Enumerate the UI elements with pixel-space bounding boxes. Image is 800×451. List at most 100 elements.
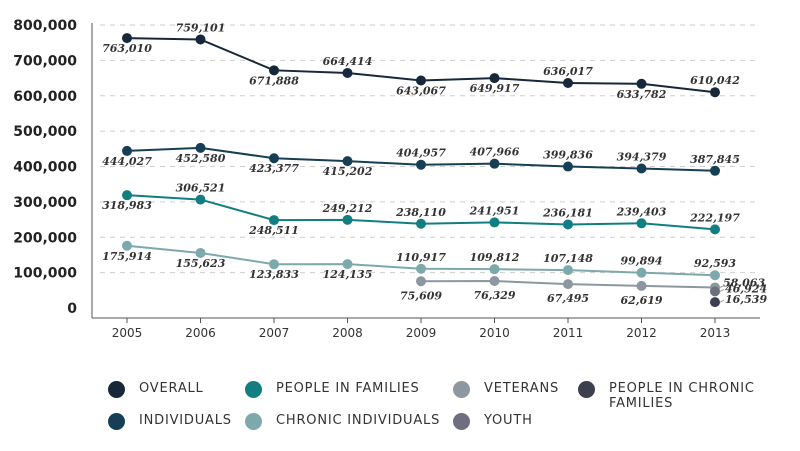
x-tick-label: 2007 [259,326,290,340]
data-label-overall: 759,101 [176,21,226,34]
y-tick-label: 100,000 [13,266,77,282]
data-point-people-in-families [636,218,647,229]
data-point-chronic-individuals [122,240,132,251]
label-leader [719,288,725,292]
data-label-people-in-families: 239,403 [616,205,667,218]
data-label-people-in-families: 238,110 [395,206,446,219]
data-point-veterans [636,280,647,291]
data-label-individuals: 387,845 [690,153,740,166]
data-label-overall: 664,414 [323,55,373,68]
data-label-chronic-individuals: 155,623 [176,257,226,270]
data-label-overall: 671,888 [249,74,299,87]
x-tick-label: 2006 [185,326,216,340]
data-label-veterans: 62,619 [620,294,662,307]
data-label-people-in-families: 249,212 [322,202,373,215]
data-point-people-in-chronic-families [710,297,720,308]
data-label-youth: 46,924 [725,282,767,295]
data-point-people-in-families [416,218,426,229]
data-point-chronic-individuals [269,259,279,270]
data-point-veterans [489,275,500,286]
data-point-individuals [342,156,353,167]
data-label-chronic-individuals: 110,917 [396,251,446,264]
data-point-chronic-individuals [710,270,720,281]
data-label-individuals: 415,202 [323,165,373,178]
y-tick-label: 400,000 [13,160,77,176]
data-label-chronic-individuals: 124,135 [323,268,373,281]
data-point-individuals [636,163,647,174]
x-tick-label: 2010 [479,326,510,340]
data-point-people-in-families [710,224,720,235]
data-point-overall [636,78,647,89]
data-point-chronic-individuals [416,263,426,274]
data-label-veterans: 58,063 [723,276,765,289]
data-label-veterans: 76,329 [473,289,515,302]
data-label-individuals: 452,580 [176,152,226,165]
data-label-chronic-individuals: 99,894 [620,255,662,268]
y-tick-label: 200,000 [13,230,77,246]
y-tick-label: 700,000 [13,53,77,69]
data-label-people-in-families: 241,951 [469,204,520,217]
x-tick-label: 2012 [626,326,657,340]
label-leader [719,299,725,303]
data-label-individuals: 394,379 [617,150,667,163]
y-tick-label: 300,000 [13,195,77,211]
data-point-individuals [416,159,426,170]
data-label-chronic-individuals: 123,833 [249,268,299,281]
data-label-veterans: 75,609 [400,289,442,302]
x-tick-label: 2013 [700,326,731,340]
data-point-overall [195,34,206,45]
data-point-individuals [563,161,573,172]
data-label-overall: 610,042 [690,74,740,87]
y-tick-label: 600,000 [13,89,77,105]
data-label-people-in-chronic-families: 16,539 [725,293,767,306]
y-tick-label: 0 [67,301,77,317]
data-label-chronic-individuals: 107,148 [543,252,593,265]
data-point-chronic-individuals [563,265,573,276]
data-label-people-in-families: 248,511 [248,224,299,237]
data-label-individuals: 423,377 [249,162,299,175]
data-point-overall [563,78,573,89]
data-label-overall: 763,010 [102,42,152,55]
data-label-overall: 649,917 [470,82,520,95]
x-tick-label: 2009 [406,326,437,340]
data-label-individuals: 444,027 [102,155,152,168]
data-label-chronic-individuals: 92,593 [694,257,736,270]
data-point-chronic-individuals [342,259,353,270]
data-point-chronic-individuals [489,264,500,275]
data-point-overall [489,73,500,84]
data-point-people-in-families [122,190,132,201]
y-tick-label: 800,000 [13,18,77,34]
data-label-people-in-families: 222,197 [689,211,740,224]
data-label-people-in-families: 236,181 [542,206,593,219]
data-point-individuals [710,165,720,176]
data-label-veterans: 67,495 [547,292,589,305]
data-label-chronic-individuals: 175,914 [102,250,152,263]
data-label-overall: 633,782 [617,88,667,101]
data-point-individuals [489,158,500,169]
x-tick-label: 2005 [112,326,143,340]
data-point-youth [710,286,720,297]
data-label-individuals: 404,957 [396,147,446,160]
data-point-chronic-individuals [636,267,647,278]
data-point-overall [342,67,353,78]
data-point-overall [269,65,279,76]
data-label-chronic-individuals: 109,812 [470,251,520,264]
data-point-people-in-families [489,217,500,228]
data-point-people-in-families [563,219,573,230]
data-point-chronic-individuals [195,247,206,258]
data-label-overall: 643,067 [396,85,446,98]
data-point-individuals [195,142,206,153]
data-point-overall [416,75,426,86]
data-point-overall [710,87,720,98]
data-label-individuals: 399,836 [543,149,593,162]
data-point-overall [122,33,132,44]
x-tick-label: 2011 [553,326,584,340]
data-point-veterans [563,279,573,290]
data-label-individuals: 407,966 [470,146,520,159]
data-label-people-in-families: 318,983 [102,199,152,212]
data-point-individuals [269,153,279,164]
x-tick-label: 2008 [332,326,363,340]
data-point-individuals [122,145,132,156]
data-point-veterans [416,276,426,287]
